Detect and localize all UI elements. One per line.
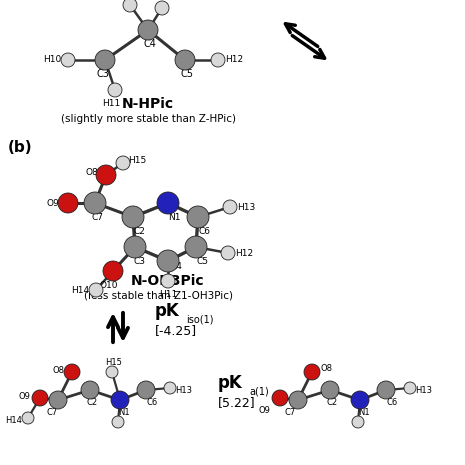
Text: H14: H14 [71,286,89,294]
Text: pK: pK [218,374,243,392]
Text: N1: N1 [118,407,130,417]
Circle shape [58,193,78,213]
Text: H10: H10 [43,55,61,65]
Text: C4: C4 [170,261,182,271]
Text: N1: N1 [358,407,370,417]
Text: C7: C7 [285,407,296,417]
Circle shape [352,416,364,428]
Text: O8: O8 [86,167,99,177]
Circle shape [116,156,130,170]
Circle shape [49,391,67,409]
Circle shape [106,366,118,378]
Circle shape [304,364,320,380]
Text: H12: H12 [225,55,243,65]
Text: H13: H13 [175,385,193,394]
Circle shape [89,283,103,297]
Text: C6: C6 [198,226,210,235]
Circle shape [108,83,122,97]
Text: C7: C7 [46,407,58,417]
Text: H13: H13 [237,202,255,212]
Text: O9: O9 [18,392,30,400]
Circle shape [61,53,75,67]
Circle shape [96,165,116,185]
Circle shape [164,382,176,394]
Text: H13: H13 [416,385,432,394]
Circle shape [112,416,124,428]
Circle shape [351,391,369,409]
Text: [5.22]: [5.22] [218,396,256,409]
Text: N1: N1 [168,213,180,221]
Text: H15: H15 [128,155,146,165]
Text: iso(1): iso(1) [186,314,213,324]
Text: (b): (b) [8,140,33,155]
Circle shape [377,381,395,399]
Circle shape [223,200,237,214]
Text: H14: H14 [6,416,22,425]
Circle shape [22,412,34,424]
Text: C3: C3 [97,69,109,79]
Text: H15: H15 [106,358,122,366]
Text: C2: C2 [326,398,338,406]
Text: H11: H11 [102,99,120,107]
Text: C4: C4 [144,39,156,49]
Text: pK: pK [155,302,180,320]
Circle shape [111,391,129,409]
Text: (slightly more stable than Z-HPic): (slightly more stable than Z-HPic) [60,114,235,124]
Text: (less stable than Z1-OH3Pic): (less stable than Z1-OH3Pic) [84,290,232,300]
Circle shape [155,1,169,15]
Circle shape [157,250,179,272]
Text: [-4.25]: [-4.25] [155,324,197,337]
Circle shape [185,236,207,258]
Circle shape [84,192,106,214]
Text: O10: O10 [100,280,118,290]
Circle shape [95,50,115,70]
Text: O8: O8 [52,365,64,374]
Text: C6: C6 [386,398,398,406]
Circle shape [289,391,307,409]
Text: O9: O9 [46,199,60,207]
Circle shape [103,261,123,281]
Circle shape [404,382,416,394]
Circle shape [32,390,48,406]
Circle shape [321,381,339,399]
Circle shape [175,50,195,70]
Text: C2: C2 [133,226,145,235]
Text: N-HPic: N-HPic [122,97,174,111]
Text: N-OH3Pic: N-OH3Pic [131,274,205,288]
Text: C5: C5 [180,69,193,79]
Text: a(1): a(1) [249,386,269,396]
Text: H12: H12 [235,248,253,258]
Circle shape [123,0,137,12]
Circle shape [221,246,235,260]
Text: C2: C2 [86,398,98,406]
Text: C6: C6 [146,398,158,406]
Circle shape [138,20,158,40]
Circle shape [137,381,155,399]
Circle shape [157,192,179,214]
Circle shape [161,274,175,288]
Text: C7: C7 [91,213,103,221]
Circle shape [272,390,288,406]
Text: H11: H11 [159,290,177,299]
Circle shape [187,206,209,228]
Circle shape [81,381,99,399]
Circle shape [211,53,225,67]
Text: C5: C5 [196,257,208,266]
Text: O9: O9 [258,405,270,414]
Text: O8: O8 [320,364,332,372]
Text: C3: C3 [133,257,145,266]
Circle shape [64,364,80,380]
Circle shape [122,206,144,228]
Circle shape [124,236,146,258]
